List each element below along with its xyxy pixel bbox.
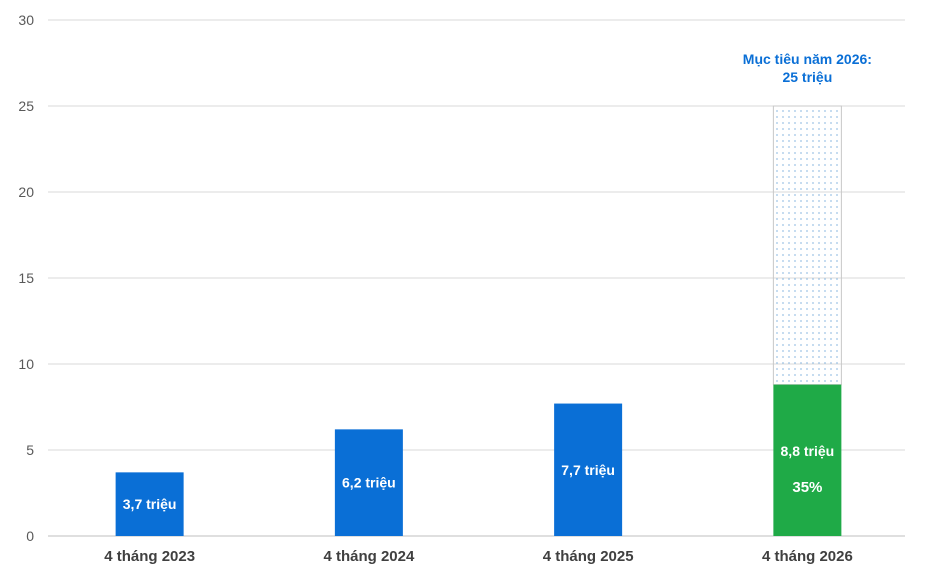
grid-lines	[48, 19, 905, 537]
percent-label: 35%	[792, 479, 822, 496]
y-tick-label: 10	[18, 356, 34, 372]
bar-value-label: 6,2 triệu	[342, 475, 396, 491]
bar-value-label: 8,8 triệu	[781, 443, 835, 459]
bar-value-label: 3,7 triệu	[123, 496, 177, 512]
x-tick-label: 4 tháng 2026	[762, 548, 853, 565]
target-bar	[772, 105, 842, 386]
bars: 3,7 triệu 6,2 triệu 7,7 triệu 8,8 triệu 35%	[115, 384, 842, 536]
y-tick-label: 5	[26, 442, 34, 458]
target-label-line2: 25 triệu	[782, 69, 832, 85]
x-tick-label: 4 tháng 2024	[323, 548, 415, 565]
y-tick-label: 0	[26, 528, 34, 544]
y-tick-label: 20	[18, 184, 34, 200]
bar-3	[554, 403, 623, 536]
bar-1	[115, 472, 184, 536]
x-tick-label: 4 tháng 2025	[543, 548, 634, 565]
y-tick-label: 30	[18, 12, 34, 28]
bar-4	[773, 384, 842, 536]
y-tick-label: 15	[18, 270, 34, 286]
y-axis-tick-labels: 0 5 10 15 20 25 30	[18, 12, 34, 544]
x-tick-label: 4 tháng 2023	[104, 548, 195, 565]
bar-2	[334, 429, 403, 536]
y-tick-label: 25	[18, 98, 34, 114]
x-axis-tick-labels: 4 tháng 2023 4 tháng 2024 4 tháng 2025 4 th…	[104, 548, 853, 565]
target-label-line1: Mục tiêu năm 2026:	[743, 51, 872, 67]
target-group: Mục tiêu năm 2026: 25 triệu	[743, 51, 872, 386]
bar-value-label: 7,7 triệu	[561, 462, 615, 478]
